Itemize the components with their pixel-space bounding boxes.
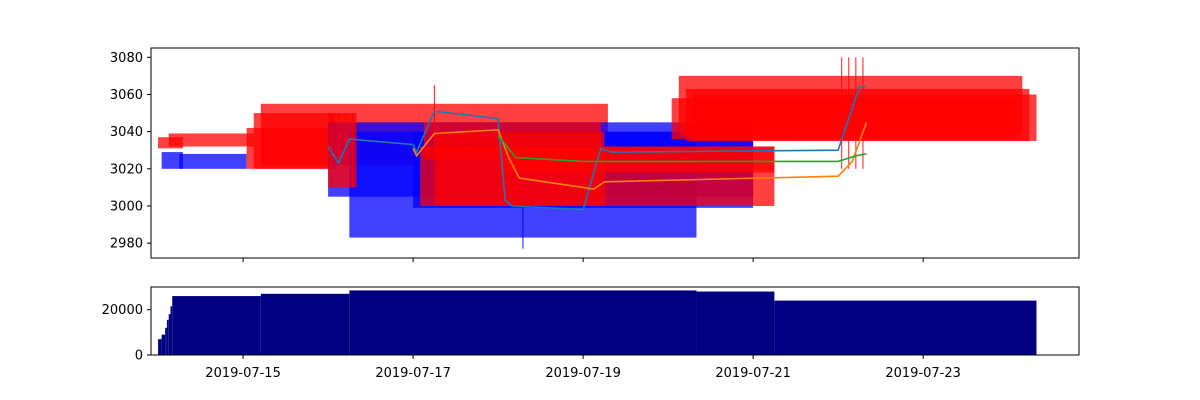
volume-bar-7: [260, 293, 350, 355]
volume-chart-panel: 0 20000 2019-07-15 2019-07-17 2019-07-19 2019…: [102, 286, 1080, 381]
volume-bar-5: [170, 306, 173, 355]
candle-body-9: [328, 113, 357, 188]
x-tick-label: 2019-07-23: [885, 366, 961, 381]
x-tick-label: 2019-07-17: [375, 366, 451, 381]
volume-bar-2: [165, 327, 167, 355]
line-ma_3: [497, 134, 867, 163]
volume-bar-4: [168, 314, 171, 355]
volume-bar-8: [349, 290, 697, 355]
volume-y-tick-label: 0: [135, 349, 143, 364]
candle-body-3: [179, 153, 247, 169]
x-tick-label: 2019-07-19: [545, 366, 621, 381]
volume-axes-frame: [150, 286, 1080, 356]
candle-body-1: [161, 152, 183, 169]
line-ma_1: [327, 86, 867, 211]
candle-body-18: [692, 94, 1037, 141]
price-axes-frame: [150, 47, 1080, 259]
volume-bar-0: [158, 339, 162, 355]
volume-bar-6: [172, 296, 261, 355]
price-y-tick-label: 3020: [110, 162, 143, 177]
candle-body-2: [168, 133, 254, 147]
x-tick-label: 2019-07-21: [715, 366, 791, 381]
volume-bar-3: [166, 319, 169, 355]
price-y-tick-label: 3040: [110, 125, 143, 140]
price-y-tick-label: 2980: [110, 237, 143, 252]
price-y-tick-label: 3060: [110, 88, 143, 103]
volume-bar-1: [161, 334, 166, 355]
volume-y-tick-label: 20000: [102, 303, 143, 318]
price-chart-panel: 2980 3000 3020 3040 3060 3080: [110, 47, 1080, 262]
volume-bar-10: [774, 300, 1037, 355]
price-y-tick-label: 3080: [110, 51, 143, 66]
volume-bar-9: [696, 291, 775, 355]
x-tick-label: 2019-07-15: [205, 366, 281, 381]
line-ma_2: [412, 122, 868, 191]
price-y-tick-label: 3000: [110, 199, 143, 214]
price-plot-area: [158, 57, 1037, 249]
